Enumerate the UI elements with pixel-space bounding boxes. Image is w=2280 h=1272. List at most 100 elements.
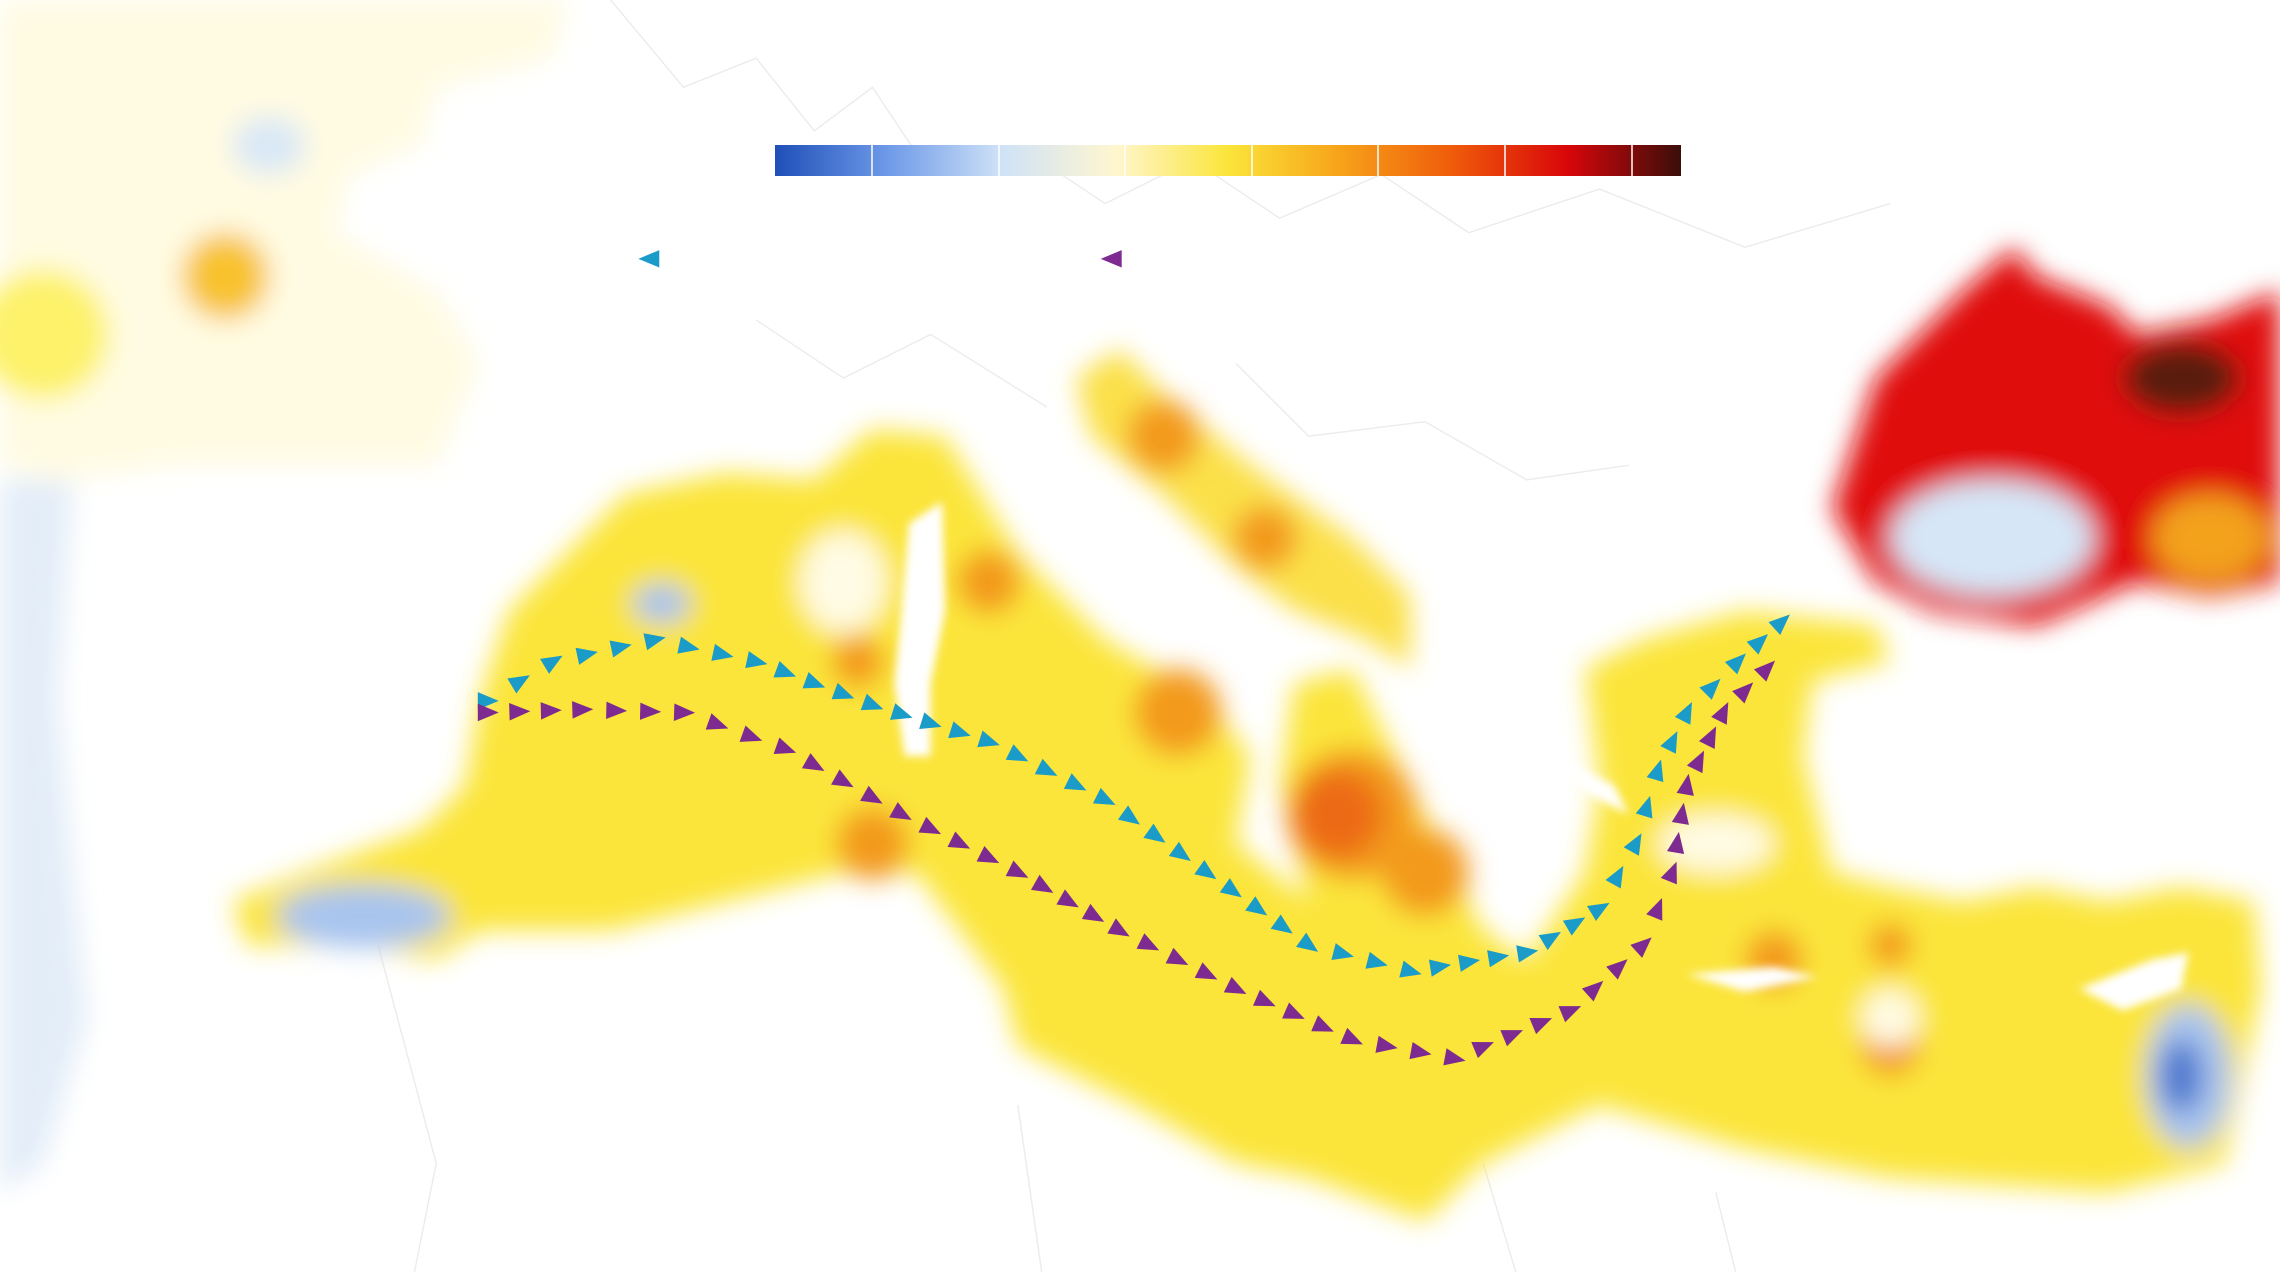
route-marker bbox=[1092, 787, 1116, 805]
route-marker bbox=[540, 702, 562, 720]
heat-field bbox=[0, 0, 2280, 1222]
route-marker bbox=[1340, 1027, 1363, 1045]
route-marker bbox=[1165, 947, 1189, 965]
route-marker bbox=[1487, 950, 1510, 968]
route-marker bbox=[1666, 831, 1685, 854]
route-marker bbox=[1529, 1018, 1553, 1035]
route-marker bbox=[1136, 933, 1160, 951]
routes bbox=[477, 614, 1790, 1066]
colorbar bbox=[775, 138, 1681, 176]
route-marker bbox=[1606, 959, 1628, 980]
route-marker bbox=[1063, 773, 1087, 791]
route-marker bbox=[831, 682, 855, 700]
route-marker bbox=[1194, 859, 1217, 880]
route-marker bbox=[1646, 759, 1664, 783]
route-marker bbox=[705, 713, 729, 730]
route-marker bbox=[1635, 795, 1653, 819]
route-marker bbox=[1245, 896, 1268, 916]
route-marker bbox=[918, 816, 942, 835]
route-marker bbox=[1558, 1006, 1582, 1023]
route-marker bbox=[977, 730, 1000, 748]
route-marker bbox=[643, 633, 666, 651]
route-marker bbox=[1005, 744, 1029, 762]
route-marker bbox=[1605, 865, 1624, 889]
route-marker bbox=[831, 769, 854, 788]
route-marker bbox=[1030, 874, 1054, 893]
route-marker bbox=[1056, 889, 1079, 908]
route-marker bbox=[889, 802, 912, 820]
route-marker bbox=[677, 636, 700, 654]
route-marker bbox=[1674, 702, 1692, 725]
route-marker bbox=[509, 703, 531, 721]
route-marker bbox=[507, 675, 530, 694]
route-marker bbox=[802, 671, 826, 689]
route-marker bbox=[1623, 833, 1642, 856]
route-marker bbox=[1686, 750, 1705, 774]
colorbar-scale bbox=[775, 145, 1681, 176]
route-marker bbox=[1219, 878, 1242, 898]
route-marker bbox=[773, 661, 797, 678]
route-marker bbox=[606, 701, 628, 720]
route-marker bbox=[773, 737, 797, 754]
route-marker bbox=[609, 640, 632, 658]
route-marker bbox=[1746, 634, 1769, 655]
colorbar-dividers bbox=[871, 138, 1633, 176]
route-marker bbox=[745, 651, 768, 669]
legend-marker bbox=[1100, 250, 1122, 268]
route-marker bbox=[1194, 962, 1218, 980]
route-marker bbox=[1516, 945, 1539, 963]
legend-marker bbox=[638, 250, 660, 268]
route-marker bbox=[948, 721, 971, 739]
route-marker bbox=[1711, 702, 1729, 725]
route-marker bbox=[1409, 1042, 1432, 1060]
route-marker bbox=[1005, 860, 1029, 878]
route-marker bbox=[1331, 943, 1354, 960]
route-marker bbox=[1538, 931, 1561, 951]
route-marker bbox=[947, 831, 971, 849]
route-marker bbox=[1311, 1015, 1334, 1032]
route-marker bbox=[1223, 976, 1247, 995]
borders bbox=[377, 0, 1891, 1272]
route-marker bbox=[919, 712, 942, 729]
route-marker bbox=[1375, 1035, 1398, 1053]
route-marker bbox=[1034, 758, 1058, 776]
route-marker bbox=[739, 725, 763, 742]
route-marker bbox=[1562, 917, 1586, 936]
route-marker bbox=[477, 692, 499, 710]
route-marker bbox=[1282, 1002, 1305, 1019]
route-marker bbox=[1630, 937, 1652, 958]
route-marker bbox=[1143, 823, 1166, 843]
route-marker bbox=[572, 701, 594, 719]
route-marker bbox=[1724, 653, 1746, 675]
route-marker bbox=[1428, 959, 1452, 977]
route-marker bbox=[1676, 773, 1694, 796]
route-marker bbox=[976, 845, 1000, 864]
route-marker bbox=[1399, 960, 1422, 978]
route-marker bbox=[477, 703, 499, 722]
route-marker bbox=[1699, 678, 1721, 700]
route-marker bbox=[673, 703, 696, 721]
route-marker bbox=[1646, 898, 1663, 921]
route-marker bbox=[1753, 660, 1776, 682]
route-marker bbox=[860, 785, 883, 804]
route-marker bbox=[1671, 802, 1689, 825]
route-marker bbox=[1365, 951, 1388, 969]
route-marker bbox=[1252, 989, 1276, 1007]
legend bbox=[638, 250, 1122, 268]
route-marker bbox=[1660, 731, 1678, 754]
route-marker bbox=[1698, 726, 1717, 750]
route-marker bbox=[1471, 1042, 1494, 1059]
route-marker bbox=[1500, 1030, 1524, 1047]
route-marker bbox=[711, 643, 734, 661]
route-marker bbox=[639, 702, 662, 720]
route-marker bbox=[1458, 954, 1481, 972]
route-marker bbox=[540, 655, 563, 674]
route-marker bbox=[1587, 902, 1610, 922]
route-marker bbox=[1768, 614, 1790, 636]
islands bbox=[894, 501, 2189, 1011]
route-marker bbox=[1081, 903, 1105, 922]
route-marker bbox=[575, 647, 598, 665]
route-marker bbox=[1443, 1048, 1466, 1066]
